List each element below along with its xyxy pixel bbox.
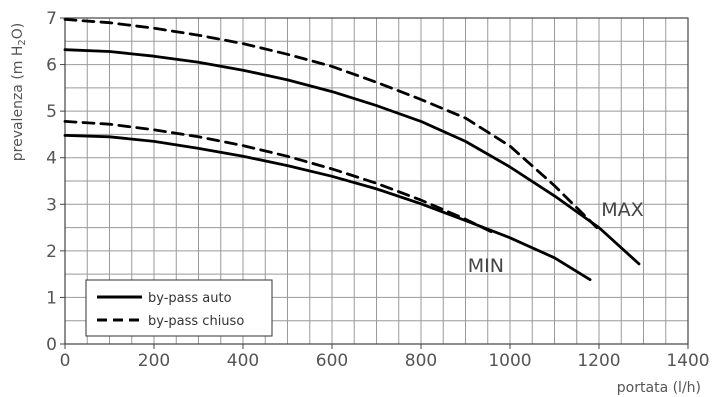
x-tick-label: 1000: [488, 351, 531, 371]
x-tick-label: 200: [138, 351, 170, 371]
x-tick-label: 0: [60, 351, 71, 371]
y-tick-label: 5: [46, 102, 57, 122]
y-tick-label: 1: [46, 288, 57, 308]
legend: by-pass auto by-pass chiuso: [86, 280, 272, 336]
x-tick-label: 400: [227, 351, 259, 371]
y-tick-label: 6: [46, 56, 57, 76]
x-tick-label: 1400: [666, 351, 709, 371]
x-tick-label: 600: [316, 351, 348, 371]
x-tick-label: 1200: [577, 351, 620, 371]
annotation-max: MAX: [601, 199, 643, 221]
x-tick-label: 800: [405, 351, 437, 371]
y-tick-label: 2: [46, 242, 57, 262]
legend-label-auto: by-pass auto: [148, 291, 232, 306]
y-tick-label: 3: [46, 195, 57, 215]
legend-label-chiuso: by-pass chiuso: [148, 314, 244, 329]
y-tick-label: 7: [46, 9, 57, 29]
annotation-min: MIN: [468, 255, 504, 277]
y-tick-label: 4: [46, 149, 57, 169]
x-axis-title: portata (l/h): [617, 380, 701, 396]
y-tick-label: 0: [46, 335, 57, 355]
y-axis-title-end: O): [10, 23, 26, 39]
